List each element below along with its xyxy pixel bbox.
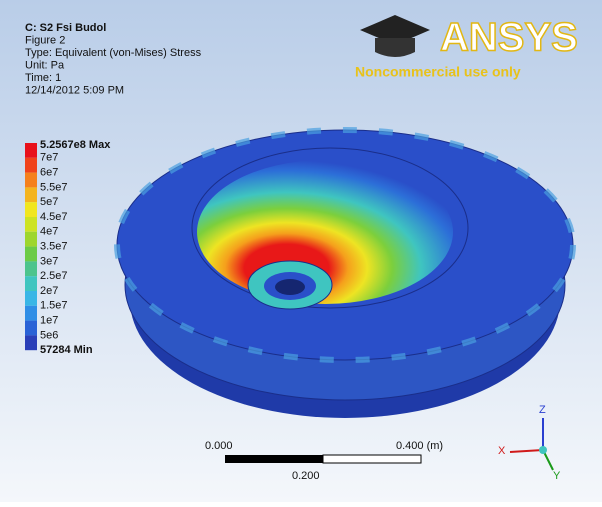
triad-x: X — [498, 445, 506, 457]
legend-label: 57284 Min — [40, 344, 93, 356]
scale-start: 0.000 — [205, 440, 233, 452]
legend-swatch — [25, 202, 37, 217]
triad-z: Z — [539, 404, 546, 416]
legend-swatch — [25, 187, 37, 202]
logo-note: Noncommercial use only — [355, 64, 521, 80]
legend-label: 3.5e7 — [40, 241, 68, 253]
ansys-viewport: C: S2 Fsi BudolFigure 2Type: Equivalent … — [0, 0, 602, 502]
header-line: Time: 1 — [25, 72, 61, 84]
triad-y: Y — [553, 470, 561, 482]
legend-swatch — [25, 217, 37, 232]
header-line: C: S2 Fsi Budol — [25, 22, 106, 34]
scale-end: 0.400 (m) — [396, 440, 443, 452]
legend-swatch — [25, 247, 37, 262]
legend-swatch — [25, 173, 37, 188]
header-line: Figure 2 — [25, 34, 65, 46]
legend-label: 5.5e7 — [40, 181, 68, 193]
legend-label: 6e7 — [40, 167, 58, 179]
legend-swatch — [25, 306, 37, 321]
legend-swatch — [25, 143, 37, 158]
legend-swatch — [25, 232, 37, 247]
legend-swatch — [25, 291, 37, 306]
legend-label: 4e7 — [40, 226, 58, 238]
legend-label: 5e7 — [40, 196, 58, 208]
header-line: Type: Equivalent (von-Mises) Stress — [25, 47, 202, 59]
header-line: Unit: Pa — [25, 59, 65, 71]
legend-label: 2.5e7 — [40, 270, 68, 282]
legend-swatch — [25, 321, 37, 336]
legend-label: 2e7 — [40, 285, 58, 297]
legend-label: 5e6 — [40, 329, 58, 341]
legend-label: 7e7 — [40, 152, 58, 164]
legend-label: 3e7 — [40, 255, 58, 267]
legend-swatch — [25, 276, 37, 291]
legend-label: 5.2567e8 Max — [40, 139, 111, 151]
logo-name: ANSYS — [440, 16, 578, 60]
legend-label: 1e7 — [40, 315, 58, 327]
impeller-model — [117, 130, 573, 418]
legend-swatch — [25, 335, 37, 350]
scale-mid: 0.200 — [292, 470, 320, 482]
legend-swatch — [25, 261, 37, 276]
header-line: 12/14/2012 5:09 PM — [25, 84, 124, 96]
legend-label: 4.5e7 — [40, 211, 68, 223]
legend-swatch — [25, 158, 37, 173]
legend-label: 1.5e7 — [40, 300, 68, 312]
